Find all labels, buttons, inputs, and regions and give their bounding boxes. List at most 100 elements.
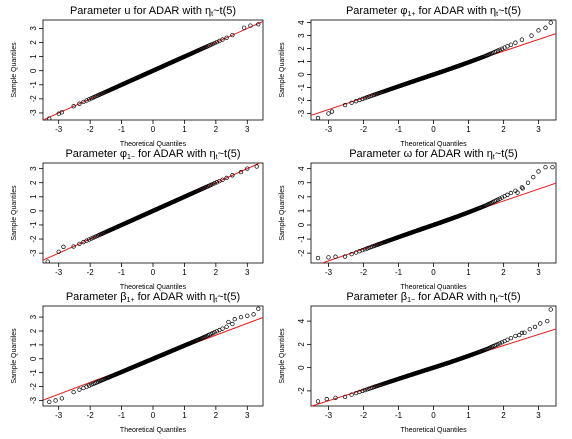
title-segment: Parameter u for ADAR with η: [70, 5, 211, 17]
plot-frame: [310, 19, 557, 121]
qq-tail-point: [238, 314, 244, 320]
qq-tail-point: [245, 313, 250, 318]
qq-point: [519, 37, 525, 42]
qq-tail-point: [548, 307, 553, 312]
qq-tail-point: [531, 174, 536, 180]
qq-point: [360, 248, 365, 253]
title-subscript: t: [493, 154, 495, 161]
qq-tail-point: [536, 169, 541, 174]
qq-tail-point: [543, 25, 548, 30]
title-subscript: t: [496, 11, 498, 18]
qq-tail-point: [59, 110, 65, 115]
qq-tail-point: [315, 255, 321, 261]
x-tick-label: 1: [182, 268, 187, 277]
qq-point: [87, 237, 92, 242]
qq-point: [230, 32, 235, 38]
qq-panel: Parameter φ1+ for ADAR with ηt~t(5) -3 -2 -…: [279, 5, 557, 148]
y-tick-label: -2: [29, 382, 38, 390]
qq-point: [84, 238, 89, 243]
x-tick-label: -3: [325, 411, 333, 420]
title-segment: ~t(5): [218, 148, 241, 160]
y-tick-label: 1: [297, 208, 306, 213]
qq-tail-point: [256, 306, 261, 311]
qq-tail-point: [529, 33, 534, 38]
x-tick-label: 3: [245, 268, 250, 277]
qq-point: [77, 101, 82, 106]
qq-point: [519, 185, 525, 190]
qq-point: [364, 246, 370, 251]
title-segment: ~t(5): [498, 5, 521, 17]
plot-frame: [310, 305, 557, 407]
x-tick-label: -1: [118, 125, 126, 134]
x-tick-label: 3: [245, 411, 250, 420]
title-segment: Parameter ω for ADAR with η: [349, 148, 493, 160]
qq-point: [342, 254, 348, 259]
qq-tail-point: [59, 396, 65, 401]
data-layer: [43, 163, 262, 263]
qq-tail-point: [248, 23, 253, 28]
title-subscript: 1+: [127, 297, 135, 304]
qq-point: [342, 102, 348, 108]
y-tick-label: -2: [29, 235, 38, 243]
qq-point: [508, 190, 514, 196]
qq-point: [497, 341, 503, 346]
y-tick-label: 3: [29, 26, 38, 31]
title-segment: ~t(5): [213, 5, 236, 17]
panel-title: Parameter ω for ADAR with ηt~t(5): [349, 148, 518, 161]
qq-tail-point: [527, 327, 532, 332]
x-tick-label: 2: [501, 411, 506, 420]
panels-group: Parameter u for ADAR with ηt~t(5)-3 -2 -1 0…: [11, 5, 557, 434]
qq-point: [84, 384, 89, 389]
x-tick-label: -1: [395, 125, 403, 134]
title-segment: ~t(5): [498, 291, 521, 303]
x-tick-label: 0: [151, 268, 156, 277]
qq-point: [87, 383, 92, 388]
qq-tail-point: [522, 330, 527, 335]
title-subscript: t: [496, 297, 498, 304]
qq-tail-point: [53, 398, 58, 403]
y-tick-label: 2: [29, 40, 38, 45]
plot-frame: [310, 162, 557, 264]
x-axis-label: Theoretical Quantiles: [400, 284, 467, 291]
qq-point: [212, 330, 217, 335]
qq-tail-point: [238, 170, 244, 175]
qq-point: [499, 46, 505, 51]
x-tick-label: -2: [360, 268, 368, 277]
y-tick-label: -2: [297, 249, 306, 257]
qq-point: [214, 39, 219, 45]
y-tick-label: 2: [297, 342, 306, 347]
qq-tail-point: [254, 164, 259, 169]
y-tick-label: 1: [29, 194, 38, 199]
qq-panel: Parameter φ1− for ADAR with ηt~t(5) -3 -2 -…: [11, 148, 264, 291]
title-segment: ~t(5): [217, 291, 240, 303]
qq-point: [71, 389, 76, 395]
qq-point: [342, 394, 348, 400]
qq-tail-point: [47, 399, 52, 404]
qq-point: [87, 97, 92, 102]
qq-point: [505, 192, 510, 197]
qq-point: [220, 326, 225, 331]
y-tick-label: 4: [297, 166, 306, 171]
qq-point: [497, 47, 503, 52]
title-segment: for ADAR with η: [135, 148, 216, 160]
qq-tail-point: [47, 116, 52, 120]
qq-tail-point: [520, 186, 525, 191]
x-axis-label: Theoretical Quantiles: [120, 427, 187, 434]
qq-tail-point: [545, 318, 550, 324]
qq-point: [357, 389, 362, 395]
qq-point: [77, 241, 82, 247]
y-tick-label: -3: [29, 396, 38, 404]
x-tick-label: 1: [466, 268, 471, 277]
x-tick-label: -1: [395, 411, 403, 420]
data-layer: [43, 306, 263, 404]
panel-title: Parameter β1− for ADAR with ηt~t(5): [346, 291, 520, 304]
y-tick-label: 1: [297, 59, 306, 64]
x-tick-label: 0: [431, 268, 436, 277]
qq-point: [71, 244, 76, 249]
qq-tail-point: [45, 259, 50, 263]
title-segment: Parameter β: [66, 291, 127, 303]
qq-point: [513, 333, 518, 339]
qq-point: [212, 181, 217, 186]
title-segment: for ADAR with η: [135, 291, 216, 303]
